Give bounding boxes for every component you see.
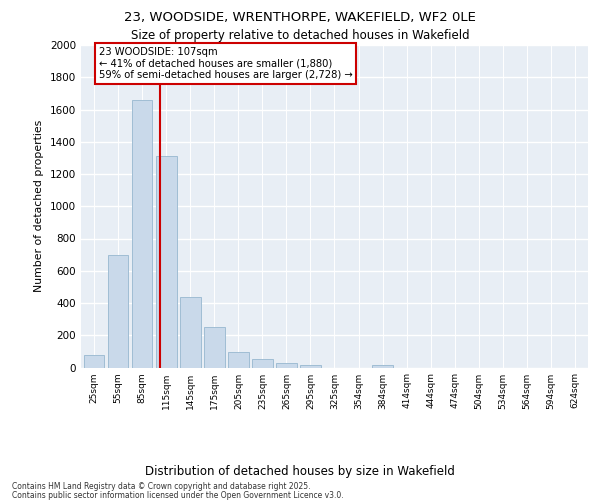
Bar — [228, 352, 248, 368]
Bar — [373, 365, 393, 368]
Bar — [204, 327, 224, 368]
Y-axis label: Number of detached properties: Number of detached properties — [34, 120, 44, 292]
Text: Contains public sector information licensed under the Open Government Licence v3: Contains public sector information licen… — [12, 490, 344, 500]
Bar — [180, 296, 200, 368]
Bar — [132, 100, 152, 367]
Bar — [156, 156, 176, 368]
Text: 23, WOODSIDE, WRENTHORPE, WAKEFIELD, WF2 0LE: 23, WOODSIDE, WRENTHORPE, WAKEFIELD, WF2… — [124, 12, 476, 24]
Bar — [276, 362, 296, 368]
Text: Distribution of detached houses by size in Wakefield: Distribution of detached houses by size … — [145, 464, 455, 477]
Bar — [108, 254, 128, 368]
Text: 23 WOODSIDE: 107sqm
← 41% of detached houses are smaller (1,880)
59% of semi-det: 23 WOODSIDE: 107sqm ← 41% of detached ho… — [98, 46, 352, 80]
Bar — [300, 365, 320, 368]
Text: Size of property relative to detached houses in Wakefield: Size of property relative to detached ho… — [131, 29, 469, 42]
Bar — [84, 356, 104, 368]
Bar — [252, 358, 272, 368]
Text: Contains HM Land Registry data © Crown copyright and database right 2025.: Contains HM Land Registry data © Crown c… — [12, 482, 311, 491]
